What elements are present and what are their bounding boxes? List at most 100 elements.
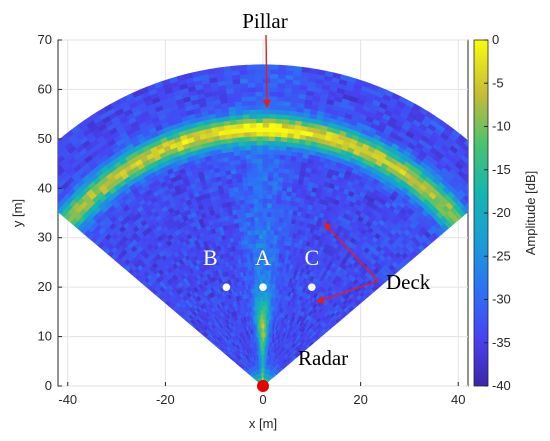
heat-cell-3608 [279,154,287,160]
heat-cell-4166 [269,118,277,124]
heat-cell-4512 [241,95,250,102]
heat-cell-4092 [243,122,251,129]
heat-cell-4722 [240,82,249,89]
heat-cell-3536 [268,158,275,164]
heat-cell-2974 [257,193,264,199]
heat-cell-4832 [37,168,45,177]
heat-cell-3045 [262,189,269,195]
heat-cell-2835 [262,202,268,208]
heat-cell-4582 [240,91,250,98]
heat-cell-3741 [238,145,246,151]
heat-cell-2838 [275,203,282,209]
heat-cell-4480 [44,194,52,202]
heat-cell-3601 [239,154,247,160]
heat-cell-4970 [20,173,28,182]
heat-cell-3114 [257,184,264,191]
heat-cell-4973 [36,156,45,165]
heat-cell-2901 [244,198,250,205]
heat-cell-1715 [262,274,267,280]
heat-cell-3673 [251,149,258,155]
heat-cell-3462 [246,162,253,169]
heat-cell-2415 [262,229,268,235]
heat-cell-4517 [276,95,285,102]
heat-cell-3953 [250,131,258,137]
heat-cell-2767 [271,207,277,213]
heat-cell-4974 [41,150,50,159]
heat-cell-4167 [275,118,284,124]
heat-cell-2905 [262,198,268,204]
heat-cell-4903 [39,159,48,168]
heat-cell-3607 [273,153,281,160]
heat-cell-3182 [247,180,254,187]
heat-cell-2833 [253,202,259,209]
heat-cell-2695 [262,211,268,217]
heat-cell-3606 [268,153,275,160]
heat-cell-3185 [262,180,269,186]
heat-cell-3956 [268,131,276,137]
heat-cell-3671 [239,149,247,156]
heat-cell-4657 [277,87,286,93]
heat-cell-3042 [248,189,254,195]
heat-cell-4797 [277,78,287,84]
heat-cell-2487 [270,225,276,231]
heat-cell-2411 [247,229,253,236]
heat-cell-2342 [251,234,257,240]
heat-cell-2690 [241,212,247,219]
heat-cell-2624 [258,216,264,222]
heat-cell-2553 [254,220,260,226]
heat-cell-2550 [242,221,248,227]
heat-cell-3328 [278,172,285,178]
heat-cell-3395 [262,167,269,173]
heat-cell-3675 [262,149,270,155]
heat-cell-3258 [277,176,284,183]
heat-cell-3184 [257,180,264,186]
heat-cell-4372 [241,104,250,111]
heat-cell-2273 [255,238,260,244]
heat-cell-2412 [251,229,256,236]
heat-cell-4236 [269,113,277,119]
heat-cell-3534 [257,158,264,164]
heat-cell-3188 [277,180,284,187]
heat-cell-2414 [258,229,264,235]
heat-cell-2837 [271,202,277,209]
heat-cell-4972 [30,162,39,171]
heat-cell-3252 [247,176,254,182]
heat-cell-3255 [262,175,269,182]
heat-cell-3044 [257,189,264,195]
heat-cell-3041 [243,189,250,196]
heat-cell-2343 [255,234,260,240]
heat-cell-2625 [262,216,268,222]
heat-cell-4165 [262,117,270,124]
heat-cell-2347 [269,234,275,240]
heat-cell-3538 [279,158,286,165]
heat-cell-3468 [278,163,286,169]
heat-cell-2765 [262,207,268,213]
heat-cell-4653 [247,86,257,93]
heat-cell-3602 [245,153,253,160]
heat-cell-2972 [248,194,255,200]
heat-cell-3115 [262,184,269,191]
heat-cell-3112 [247,185,254,191]
heat-cell-3605 [262,153,270,159]
heat-cell-3257 [272,176,279,182]
heat-cell-3116 [267,184,274,191]
heat-cell-4587 [276,91,286,98]
heat-cell-3323 [252,171,259,177]
heat-cell-2346 [266,234,271,240]
heat-cell-3883 [250,135,258,142]
heat-cell-2485 [262,225,268,231]
heat-cell-4410 [47,197,55,205]
heat-cell-4693 [49,169,57,177]
heat-cell-4025 [262,126,270,133]
heat-cell-4584 [255,91,264,97]
heat-cell-4024 [256,126,264,133]
heat-cell-2761 [245,207,251,214]
heat-cell-4726 [270,82,279,88]
heat-cell-4305 [262,109,271,115]
heat-cell-4233 [249,113,257,119]
heat-cell-3461 [240,163,248,169]
heat-cell-2693 [254,211,260,217]
heat-cell-1713 [257,274,261,280]
heat-cell-4862 [239,73,249,80]
heat-cell-2763 [253,207,260,213]
